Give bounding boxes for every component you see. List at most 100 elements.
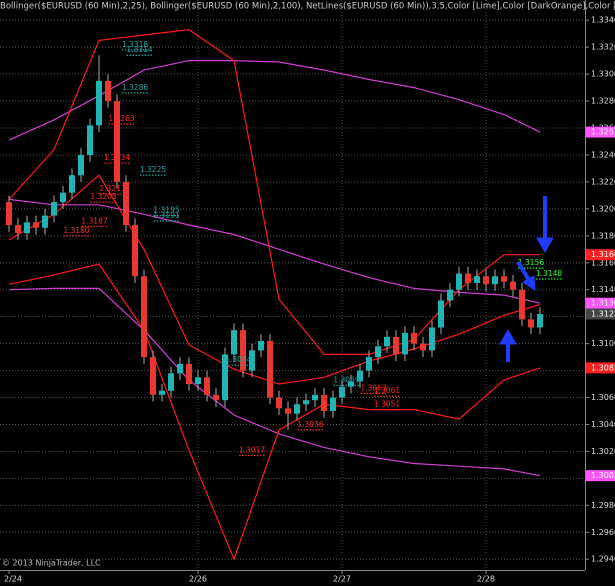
candle-body	[330, 397, 336, 411]
net-line-label: 1.3156	[518, 258, 544, 267]
net-line-label: 1.3234	[104, 153, 130, 162]
price-marker	[586, 308, 615, 320]
net-line-label: 1.3061	[374, 386, 400, 395]
y-tick-label: 1.3320	[591, 43, 615, 52]
net-line-label: 1.3286	[122, 83, 148, 92]
candle-body	[24, 222, 30, 234]
candle-body	[123, 181, 129, 226]
candle-body	[15, 225, 21, 234]
price-marker-label: 1.3002	[591, 471, 615, 480]
candle-body	[348, 381, 354, 387]
candle-body	[537, 313, 543, 328]
candle-body	[366, 357, 372, 371]
candle-body	[375, 346, 381, 358]
net-line-label: 1.3195	[153, 206, 179, 215]
candle-body	[276, 397, 282, 409]
arrow-head	[522, 275, 536, 291]
net-line-label: 1.3211	[99, 184, 125, 193]
arrows	[499, 196, 554, 362]
y-tick-label: 1.3180	[591, 231, 615, 240]
y-tick-label: 1.2960	[591, 528, 615, 537]
candle-body	[420, 343, 426, 351]
candle-body	[42, 215, 48, 228]
candle-body	[96, 80, 102, 126]
net-line-label: 1.3191	[153, 211, 179, 220]
candle-body	[429, 327, 435, 351]
candle-body	[159, 390, 165, 395]
net-line-label: 1.3225	[140, 165, 166, 174]
net-line-label: 1.3036	[297, 420, 323, 429]
price-marker-label: 1.3130	[591, 299, 615, 308]
candle-body	[393, 336, 399, 355]
candle-body	[186, 363, 192, 385]
arrow-head	[499, 328, 517, 345]
candle-body	[141, 276, 147, 358]
x-tick-label: 2/28	[477, 575, 495, 584]
net-line-label: 1.3263	[108, 114, 134, 123]
price-marker	[586, 470, 615, 482]
candle-layer	[6, 55, 543, 430]
y-tick-label: 1.3220	[591, 177, 615, 186]
arrow	[516, 260, 531, 282]
band-line	[8, 174, 541, 385]
candle-body	[114, 101, 120, 182]
price-marker-label: 1.3082	[591, 363, 615, 372]
candle-body	[213, 394, 219, 401]
price-marker-label: 1.3166	[591, 250, 615, 259]
net-line-label: 1.3017	[239, 445, 265, 454]
y-tick-label: 1.3020	[591, 447, 615, 456]
candle-body	[222, 354, 228, 401]
candle-body	[69, 175, 75, 193]
candle-body	[384, 336, 390, 347]
candle-body	[483, 276, 489, 285]
candle-body	[150, 357, 156, 395]
price-marker	[586, 249, 615, 261]
y-tick-label: 1.2940	[591, 555, 615, 564]
candle-body	[303, 400, 309, 405]
y-tick-label: 1.2980	[591, 501, 615, 510]
candle-body	[456, 273, 462, 290]
net-line-label: 1.3051	[374, 400, 400, 409]
candle-body	[132, 225, 138, 277]
net-line-label: 1.3069	[333, 375, 359, 384]
candle-body	[87, 125, 93, 155]
candle-body	[258, 340, 264, 351]
candle-body	[492, 276, 498, 285]
band-line	[8, 287, 541, 477]
net-line-label: 1.3180	[63, 226, 89, 235]
candle-body	[357, 370, 363, 382]
candle-body	[474, 276, 480, 283]
x-tick-label: 2/24	[4, 575, 22, 584]
candle-body	[294, 404, 300, 414]
candle-body	[312, 394, 318, 401]
candle-body	[204, 377, 210, 395]
candle-body	[177, 363, 183, 374]
candle-body	[78, 154, 84, 176]
candle-body	[438, 300, 444, 328]
candle-body	[339, 386, 345, 398]
y-tick-label: 1.3060	[591, 393, 615, 402]
price-marker	[586, 362, 615, 374]
net-line-label: 1.3314	[126, 45, 152, 54]
candle-body	[519, 289, 525, 320]
copyright: © 2013 NinjaTrader, LLC	[2, 559, 101, 568]
candle-body	[240, 330, 246, 371]
candle-body	[402, 332, 408, 355]
price-marker-label: 1.3257	[591, 128, 615, 137]
candle-body	[195, 377, 201, 385]
net-line-label: 1.3063	[360, 383, 386, 392]
net-line-label: 1.3187	[81, 216, 107, 225]
candle-body	[168, 373, 174, 391]
candle-body	[465, 273, 471, 283]
y-tick-label: 1.3200	[591, 204, 615, 213]
candle-body	[249, 350, 255, 371]
y-tick-label: 1.3240	[591, 150, 615, 159]
candle-body	[105, 80, 111, 102]
candle-body	[6, 202, 12, 226]
net-line-label: 1.3318	[122, 40, 148, 49]
net-line-label: 1.3084	[225, 355, 251, 364]
arrow-head	[536, 237, 554, 254]
candle-body	[510, 281, 516, 290]
y-tick-label: 1.3160	[591, 258, 615, 267]
